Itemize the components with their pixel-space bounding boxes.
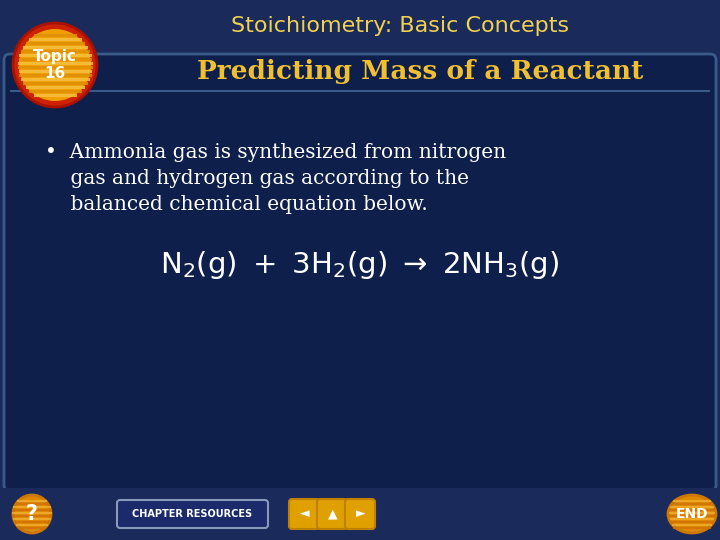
Circle shape xyxy=(13,23,97,107)
Text: $\mathrm{N_2(g)\ +\ 3H_2(g)\ \rightarrow\ 2NH_3(g)}$: $\mathrm{N_2(g)\ +\ 3H_2(g)\ \rightarrow… xyxy=(161,249,559,281)
Bar xyxy=(0,0,720,50)
Text: gas and hydrogen gas according to the: gas and hydrogen gas according to the xyxy=(45,168,469,187)
Circle shape xyxy=(19,29,91,101)
FancyBboxPatch shape xyxy=(4,54,716,491)
Text: Stoichiometry: Basic Concepts: Stoichiometry: Basic Concepts xyxy=(231,16,569,36)
Ellipse shape xyxy=(668,495,716,533)
Text: ▲: ▲ xyxy=(328,508,338,521)
FancyBboxPatch shape xyxy=(317,499,347,529)
Text: ►: ► xyxy=(356,508,366,521)
Text: END: END xyxy=(675,507,708,521)
Text: ◄: ◄ xyxy=(300,508,310,521)
Text: Topic
16: Topic 16 xyxy=(33,49,77,81)
Ellipse shape xyxy=(13,495,51,533)
Text: •  Ammonia gas is synthesized from nitrogen: • Ammonia gas is synthesized from nitrog… xyxy=(45,143,506,161)
Bar xyxy=(10,90,710,92)
Bar xyxy=(0,488,720,540)
Text: Predicting Mass of a Reactant: Predicting Mass of a Reactant xyxy=(197,59,643,84)
FancyBboxPatch shape xyxy=(345,499,375,529)
FancyBboxPatch shape xyxy=(117,500,268,528)
Text: balanced chemical equation below.: balanced chemical equation below. xyxy=(45,194,428,213)
Text: CHAPTER RESOURCES: CHAPTER RESOURCES xyxy=(132,509,252,519)
FancyBboxPatch shape xyxy=(289,499,319,529)
Text: ?: ? xyxy=(26,504,38,524)
